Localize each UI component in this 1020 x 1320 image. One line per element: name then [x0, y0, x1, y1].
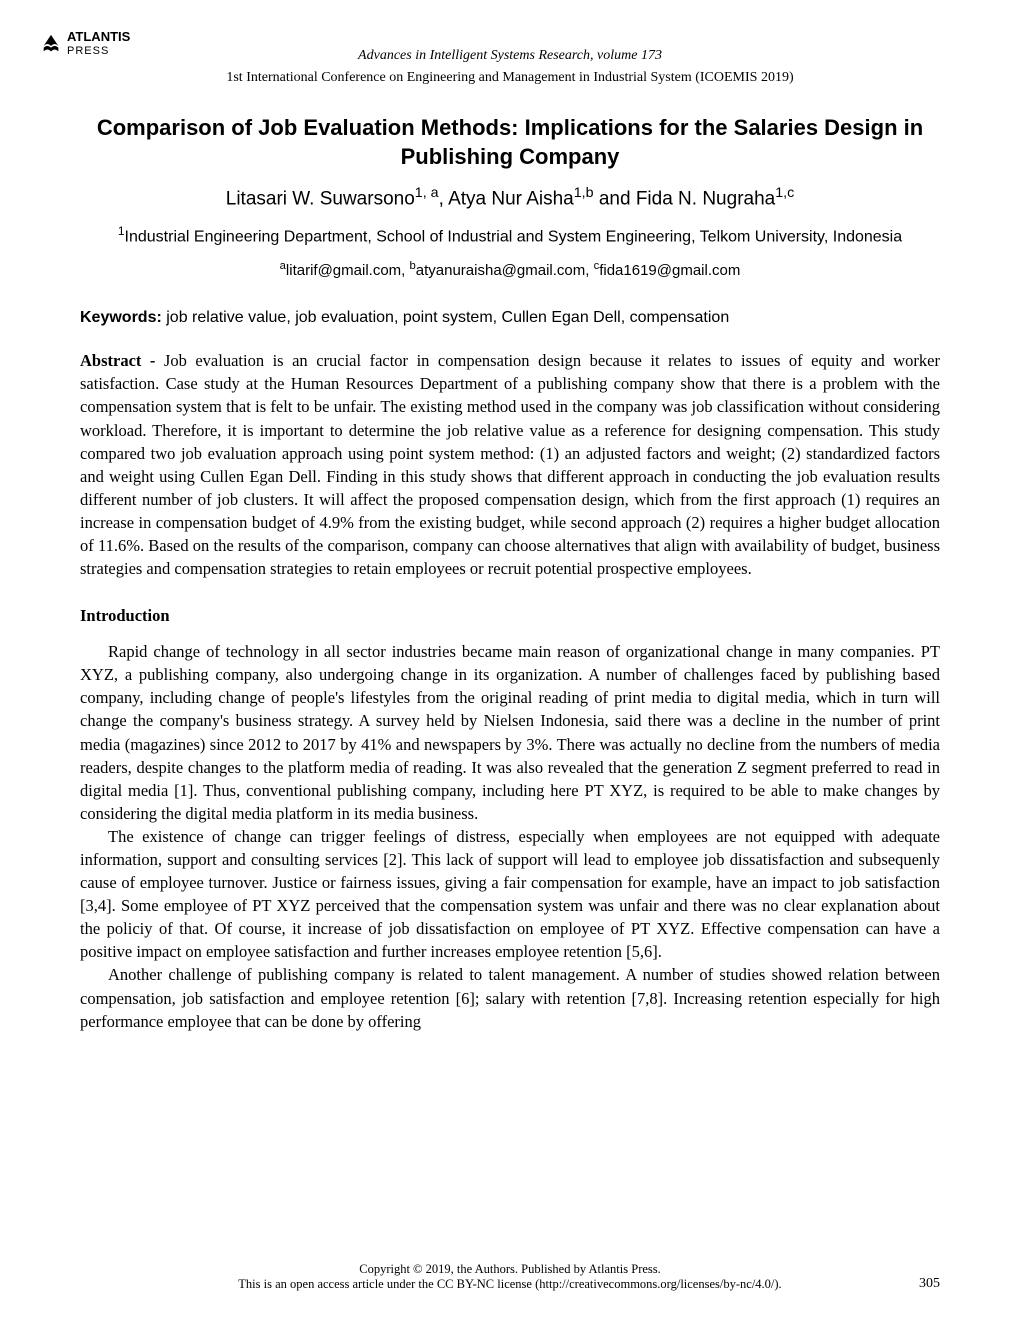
- intro-para-2: The existence of change can trigger feel…: [80, 825, 940, 964]
- intro-para-3: Another challenge of publishing company …: [80, 963, 940, 1032]
- abstract-label: Abstract -: [80, 351, 164, 370]
- keywords-label: Keywords:: [80, 309, 162, 326]
- copyright-line: Copyright © 2019, the Authors. Published…: [80, 1262, 940, 1277]
- logo-text: ATLANTIS PRESS: [67, 30, 130, 57]
- section-heading-introduction: Introduction: [80, 606, 940, 626]
- publisher-logo: ATLANTIS PRESS: [40, 30, 130, 57]
- author-emails: alitarif@gmail.com, batyanuraisha@gmail.…: [80, 260, 940, 279]
- affiliation: 1Industrial Engineering Department, Scho…: [80, 223, 940, 249]
- atlantis-icon: [40, 33, 62, 55]
- keywords-line: Keywords: job relative value, job evalua…: [80, 309, 940, 327]
- logo-name: ATLANTIS: [67, 29, 130, 44]
- page-number: 305: [919, 1276, 940, 1292]
- abstract-text: Job evaluation is an crucial factor in c…: [80, 351, 940, 578]
- authors: Litasari W. Suwarsono1, a, Atya Nur Aish…: [80, 185, 940, 210]
- paper-title: Comparison of Job Evaluation Methods: Im…: [80, 114, 940, 171]
- abstract: Abstract - Job evaluation is an crucial …: [80, 349, 940, 580]
- logo-subname: PRESS: [67, 45, 109, 57]
- footer: Copyright © 2019, the Authors. Published…: [80, 1262, 940, 1292]
- intro-para-1: Rapid change of technology in all sector…: [80, 640, 940, 825]
- series-title: Advances in Intelligent Systems Research…: [80, 48, 940, 64]
- license-line: This is an open access article under the…: [80, 1277, 940, 1292]
- conference-name: 1st International Conference on Engineer…: [80, 70, 940, 86]
- keywords-text: job relative value, job evaluation, poin…: [162, 309, 729, 326]
